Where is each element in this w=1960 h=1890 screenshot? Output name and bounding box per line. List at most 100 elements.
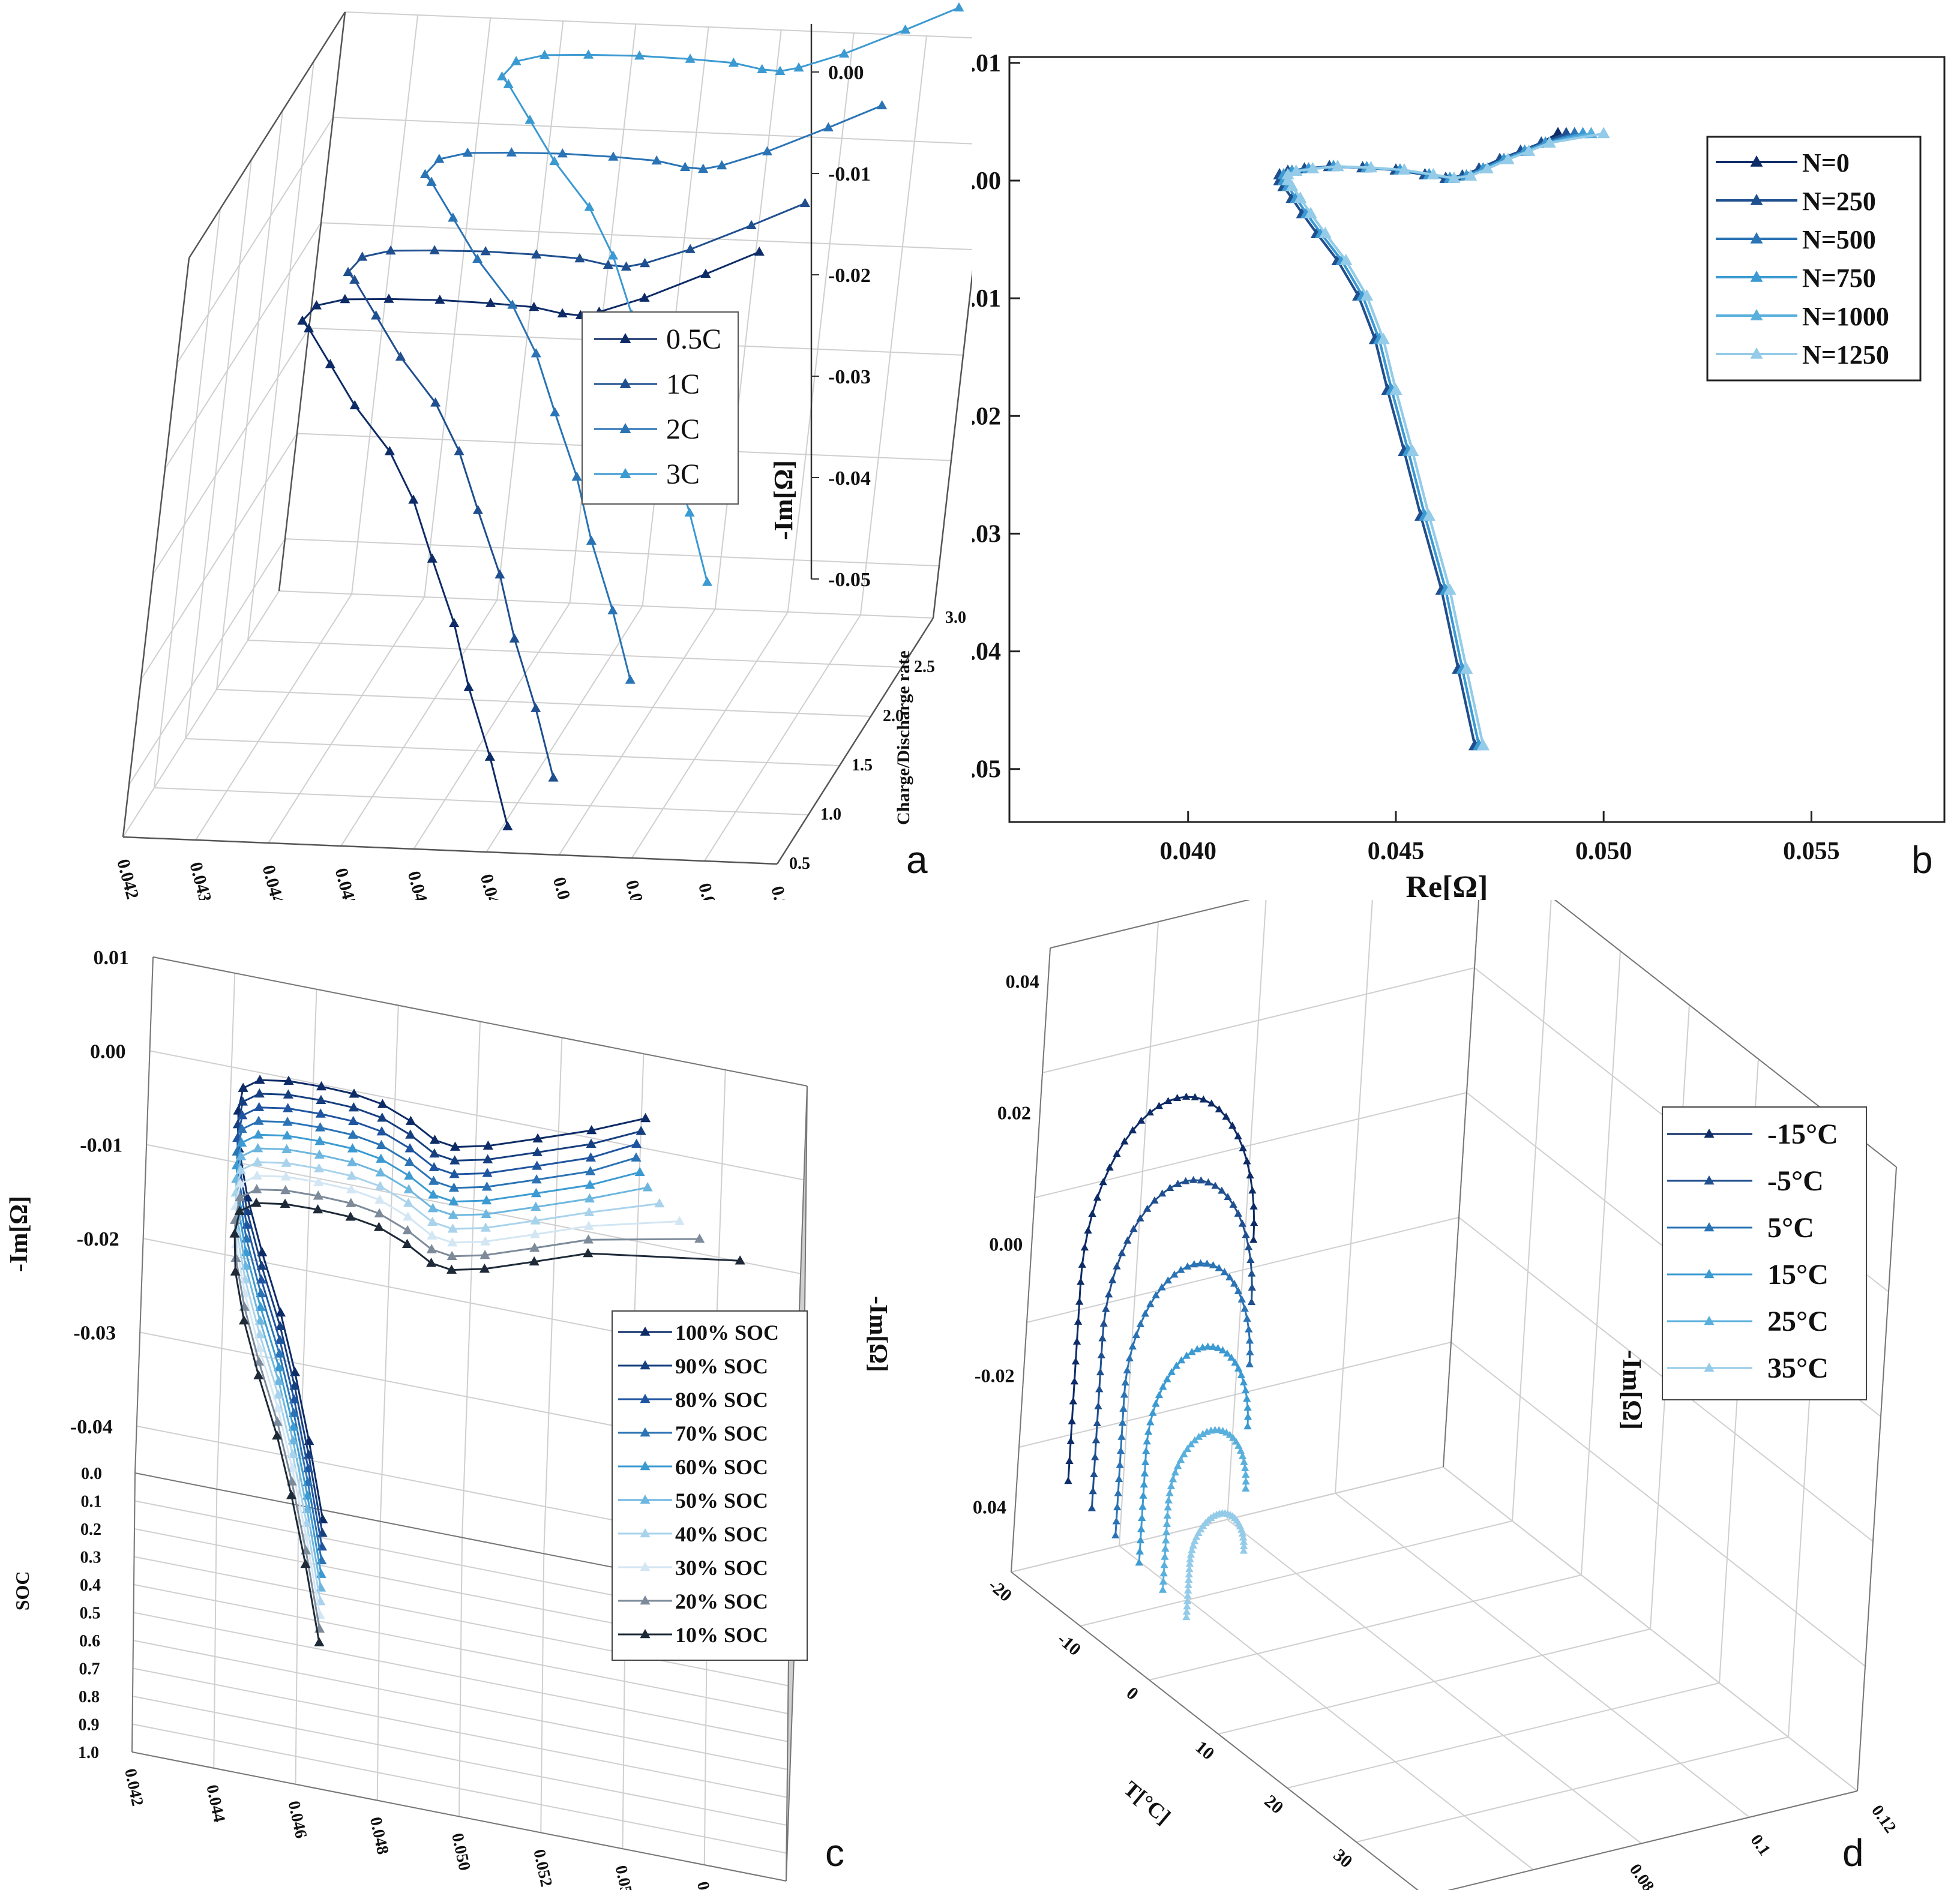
- data-point: [303, 323, 314, 332]
- y-tick-label: 0.5: [789, 854, 810, 873]
- data-point: [1246, 1256, 1255, 1263]
- data-point: [254, 1075, 265, 1084]
- data-point: [280, 1171, 291, 1181]
- data-point: [608, 151, 619, 161]
- data-point: [1084, 1226, 1092, 1234]
- data-point: [631, 1152, 642, 1162]
- data-point: [1203, 1259, 1211, 1267]
- x-tick-label: 0.051: [767, 884, 796, 900]
- axis-frame-line: [1050, 900, 1251, 949]
- x-tick-label: 0.055: [1783, 838, 1840, 865]
- x-tick-label: 0.050: [694, 881, 724, 900]
- data-point: [586, 535, 597, 545]
- x-tick-label: -20: [985, 1575, 1016, 1606]
- axis-frame-line: [122, 836, 778, 865]
- data-point: [1141, 1309, 1149, 1317]
- axis-frame-line: [188, 11, 346, 259]
- data-point: [1360, 289, 1373, 301]
- data-point: [463, 682, 474, 691]
- data-point: [1080, 1243, 1089, 1251]
- x-tick-label: 0.048: [366, 1816, 392, 1856]
- side-wall-grid-line: [1034, 1092, 1467, 1198]
- data-point: [746, 220, 757, 230]
- data-point: [1170, 1270, 1179, 1278]
- data-point: [1137, 1525, 1146, 1532]
- back-wall-grid-line: [461, 1021, 481, 1538]
- data-point: [1246, 1348, 1254, 1355]
- legend-label: N=250: [1802, 187, 1876, 216]
- data-point: [257, 1247, 268, 1256]
- data-point: [316, 1081, 327, 1091]
- data-point: [1138, 1502, 1147, 1510]
- data-point: [1182, 1351, 1191, 1359]
- data-point: [256, 1274, 266, 1284]
- series-line-25°C: [1162, 1429, 1247, 1590]
- data-point: [253, 1115, 264, 1125]
- data-point: [349, 1088, 359, 1098]
- data-point: [1225, 1273, 1234, 1280]
- data-point: [1089, 1487, 1097, 1495]
- data-point: [273, 1375, 284, 1385]
- data-point: [1186, 1440, 1195, 1448]
- data-point: [1096, 1368, 1105, 1376]
- data-point: [1167, 1482, 1176, 1489]
- data-point: [447, 1223, 458, 1233]
- legend-marker: [640, 1360, 651, 1370]
- floor-grid-line: [704, 614, 861, 862]
- data-point: [1231, 1358, 1239, 1366]
- legend-label: 0.5C: [666, 323, 721, 355]
- data-point: [1144, 1427, 1153, 1435]
- y-tick-label: 0.3: [80, 1549, 101, 1567]
- data-point: [702, 577, 713, 586]
- z-tick-label: -0.02: [77, 1228, 119, 1250]
- data-point: [1099, 1178, 1107, 1186]
- data-point: [1242, 1471, 1250, 1478]
- data-point: [404, 1143, 415, 1153]
- x-tick-label: 0.050: [1575, 838, 1632, 865]
- legend-marker: [640, 1629, 651, 1639]
- data-point: [1097, 1351, 1105, 1358]
- back-wall-grid-line: [344, 11, 972, 39]
- data-point: [1184, 1586, 1192, 1594]
- z-tick-label: -0.02: [975, 1365, 1015, 1387]
- data-point: [1248, 1186, 1257, 1194]
- x-tick-label: 0.056: [693, 1880, 719, 1890]
- data-point: [583, 49, 594, 59]
- y-tick-label: -0.02: [972, 403, 1001, 430]
- legend-marker: [1750, 309, 1763, 320]
- data-point: [1128, 1126, 1137, 1133]
- data-point: [1183, 1591, 1192, 1599]
- data-point: [640, 257, 651, 268]
- data-point: [377, 1112, 388, 1122]
- panel-b-cycle-chart: 0.01 0.00 -0.01 -0.02 -0.03 -0.04 -0.05 0.040 0.…: [972, 0, 1960, 900]
- data-point: [426, 1258, 437, 1267]
- data-point: [1204, 1342, 1212, 1350]
- data-point: [251, 1170, 262, 1180]
- data-point: [251, 1184, 262, 1193]
- data-point: [1112, 1517, 1120, 1525]
- panel-label: d: [1842, 1831, 1864, 1874]
- data-point: [311, 300, 322, 310]
- data-point: [282, 1117, 293, 1126]
- data-point: [274, 1362, 284, 1372]
- data-point: [427, 1230, 437, 1240]
- data-point: [229, 1228, 240, 1238]
- data-point: [429, 1148, 440, 1158]
- legend-label: 30% SOC: [675, 1556, 768, 1580]
- x-tick-label: 0.042: [121, 1767, 146, 1808]
- z-tick-label: 0.01: [94, 947, 130, 969]
- data-point: [1190, 1260, 1198, 1268]
- x-tick-label: 0.043: [185, 860, 215, 900]
- data-point: [1128, 1342, 1137, 1350]
- side-wall-grid-line: [152, 328, 310, 575]
- side-wall-grid-line: [1119, 922, 1159, 1546]
- z-tick-label: -0.04: [70, 1416, 113, 1438]
- side-wall-grid-line: [1026, 1217, 1459, 1323]
- data-point: [480, 1236, 491, 1246]
- data-point: [256, 1288, 266, 1298]
- y-tick-label: 2.5: [914, 658, 935, 676]
- data-point: [314, 1149, 325, 1159]
- floor-grid-line: [631, 611, 789, 859]
- data-point: [377, 1099, 388, 1108]
- data-point: [1189, 1541, 1197, 1549]
